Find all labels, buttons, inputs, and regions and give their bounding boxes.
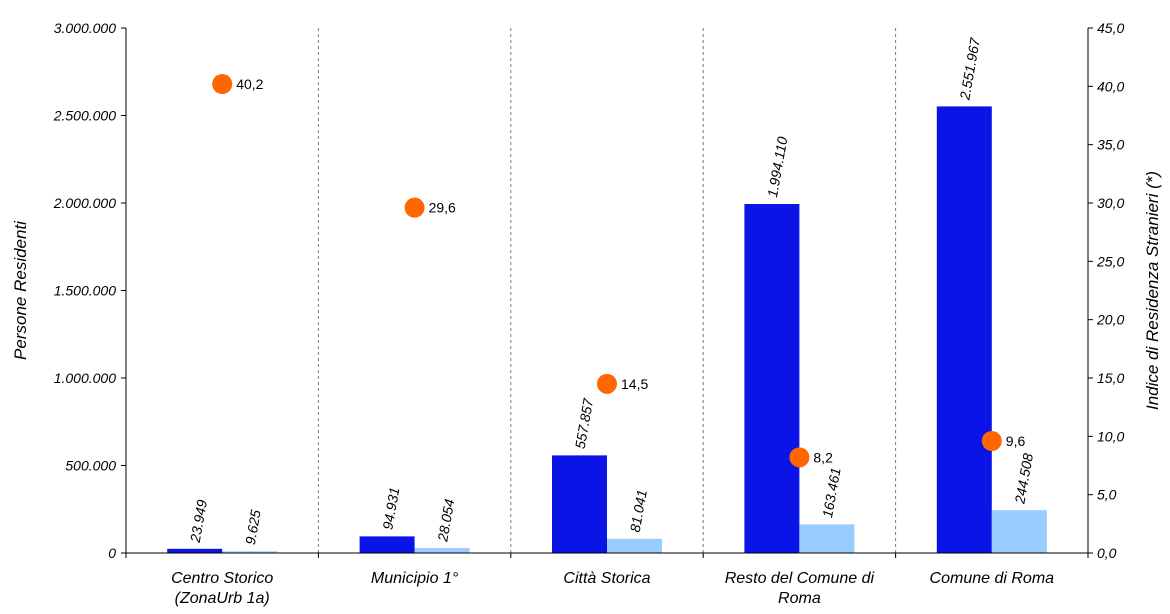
left-y-axis-title: Persone Residenti (11, 220, 30, 360)
bar-value-label: 163.461 (819, 466, 844, 519)
category-labels: Centro Storico (ZonaUrb 1a) Municipio 1° Ci… (171, 570, 1054, 607)
right-y-tick-label: 30,0 (1097, 195, 1124, 211)
category-label: Centro Storico (171, 570, 273, 587)
right-y-tick-label: 45,0 (1097, 20, 1124, 36)
right-y-tick-label: 15,0 (1097, 370, 1124, 386)
right-y-ticks: 0,0 5,0 10,0 15,0 20,0 25,0 30,0 35,0 40,0 45,0 (1088, 20, 1124, 561)
right-y-tick-label: 10,0 (1097, 428, 1124, 444)
category-label: Municipio 1° (371, 570, 459, 587)
bar-value-label: 2.551.967 (956, 36, 983, 102)
left-y-tick-label: 2.000.000 (53, 195, 116, 211)
bar-value-label: 244.508 (1011, 452, 1036, 506)
bar-data-labels: 23.949 94.931 557.857 1.994.110 2.551.967 9.6… (187, 36, 1036, 546)
index-value-label: 29,6 (429, 200, 456, 216)
index-points: 40,2 29,6 14,5 8,2 9,6 (212, 74, 1026, 468)
left-y-tick-label: 2.500.000 (53, 108, 116, 124)
right-y-tick-label: 25,0 (1096, 253, 1124, 269)
left-y-tick-label: 0 (108, 545, 116, 561)
index-point (981, 431, 1002, 451)
bar-value-label: 94.931 (379, 486, 402, 531)
right-y-axis-title: Indice di Residenza Stranieri (*) (1143, 171, 1162, 410)
index-value-label: 8,2 (813, 449, 833, 465)
bar-series (167, 106, 1047, 554)
left-y-tick-label: 3.000.000 (54, 20, 116, 36)
category-label: Roma (778, 590, 821, 607)
bar-value-label: 28.054 (434, 497, 457, 543)
index-point (212, 74, 233, 94)
bar-foreigners (222, 551, 278, 553)
bar-value-label: 23.949 (187, 498, 210, 544)
index-value-label: 40,2 (236, 76, 263, 92)
left-y-tick-label: 500.000 (65, 458, 116, 474)
bar-value-label: 9.625 (242, 508, 264, 545)
bar-value-label: 1.994.110 (764, 135, 790, 198)
right-y-tick-label: 35,0 (1097, 137, 1124, 153)
right-y-tick-label: 0,0 (1097, 545, 1117, 561)
index-value-label: 14,5 (621, 376, 648, 392)
left-y-tick-label: 1.500.000 (54, 283, 116, 299)
bar-foreigners (414, 548, 470, 553)
left-y-tick-label: 1.000.000 (54, 370, 116, 386)
bar-total (552, 455, 607, 553)
category-label: Comune di Roma (930, 570, 1055, 587)
left-y-ticks: 0 500.000 1.000.000 1.500.000 2.000.000 2.500… (53, 20, 126, 561)
index-point (404, 197, 425, 218)
bar-foreigners (799, 524, 855, 553)
category-separators (125, 28, 1089, 558)
right-y-tick-label: 5,0 (1097, 487, 1117, 503)
index-value-label: 9,6 (1006, 433, 1026, 449)
right-y-tick-label: 20,0 (1096, 312, 1124, 328)
bar-total (744, 204, 800, 553)
bar-foreigners (991, 510, 1047, 553)
category-label: Città Storica (563, 570, 650, 587)
right-y-tick-label: 40,0 (1097, 78, 1124, 94)
bar-value-label: 557.857 (572, 396, 597, 450)
bar-total (167, 548, 223, 553)
index-point (597, 373, 617, 394)
bar-value-label: 81.041 (627, 488, 650, 533)
bar-foreigners (607, 538, 662, 553)
bar-total (936, 106, 992, 554)
index-point (789, 447, 810, 468)
bar-total (359, 536, 415, 553)
category-label: (ZonaUrb 1a) (175, 590, 270, 607)
category-label: Resto del Comune di (725, 570, 875, 587)
